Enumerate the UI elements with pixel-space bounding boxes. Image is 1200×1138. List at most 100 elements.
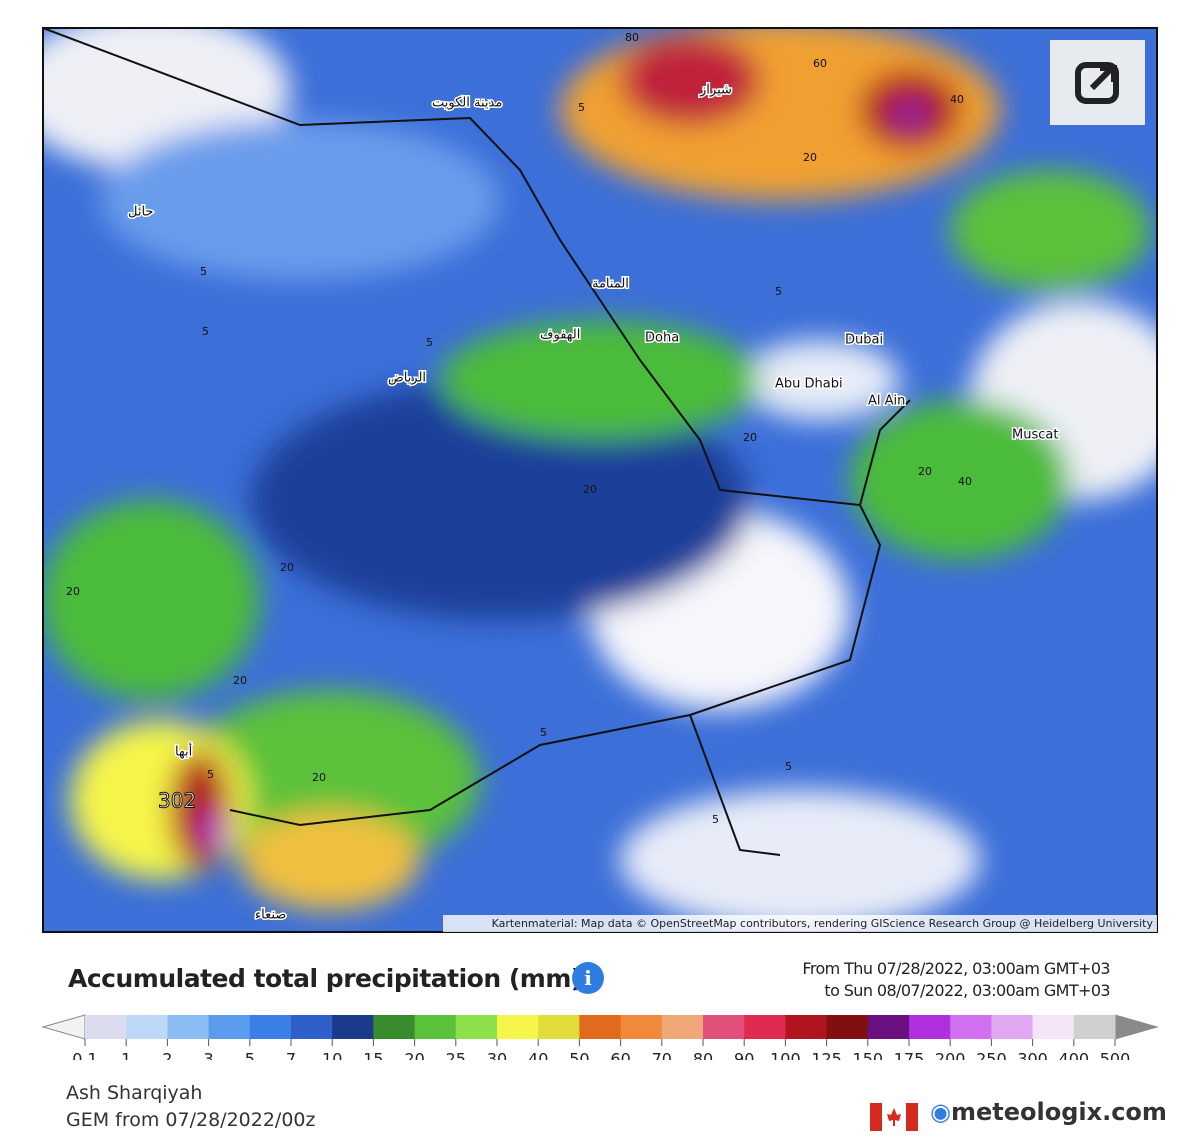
legend-swatch (85, 1015, 127, 1039)
attribution-bg (443, 915, 1157, 932)
brand-name: meteologix.com (950, 1098, 1167, 1126)
legend-tick-label: 40 (528, 1050, 548, 1061)
city-label: Dubai (845, 333, 883, 348)
share-icon (1075, 62, 1119, 104)
contour-label: 5 (200, 265, 207, 278)
city-label: Muscat (1012, 428, 1058, 443)
legend-swatch (991, 1015, 1034, 1039)
legend-arrow-high (1114, 1014, 1159, 1040)
legend-swatch (1032, 1015, 1075, 1039)
legend-tick-label: 80 (693, 1050, 713, 1061)
city-label: Abu Dhabi (775, 377, 843, 392)
max-value-label: 302 (158, 789, 196, 813)
legend-swatch (703, 1015, 745, 1039)
legend-swatch (455, 1015, 498, 1039)
legend-tick-label: 200 (935, 1050, 966, 1061)
legend-tick-label: 250 (976, 1050, 1007, 1061)
legend-swatch (579, 1015, 622, 1039)
model-run: GEM from 07/28/2022/00z (66, 1109, 316, 1131)
attribution: Kartenmaterial: Map data © OpenStreetMap… (492, 917, 1154, 930)
legend-tick-label: 15 (363, 1050, 383, 1061)
contour-label: 60 (813, 57, 827, 70)
date-range: From Thu 07/28/2022, 03:00am GMT+03 to S… (802, 958, 1110, 1002)
city-label: Doha (645, 331, 679, 346)
legend: 0.1 1 2 3 5 7 10 15 20 25 30 40 50 60 70 80 90 100 125 150 1… (41, 1014, 1159, 1061)
legend-tick-label: 0.1 (72, 1050, 97, 1061)
legend-arrow-low (41, 1014, 86, 1040)
legend-swatch (909, 1015, 951, 1039)
city-label: أبها (175, 743, 192, 760)
legend-swatch (167, 1015, 210, 1039)
legend-swatch (249, 1015, 292, 1039)
legend-swatch (620, 1015, 663, 1039)
contour-label: 5 (426, 336, 433, 349)
legend-swatch (332, 1015, 374, 1039)
legend-swatch (497, 1015, 539, 1039)
map: 80 مدينة الكويت شيراز حائل المنامة الهفو… (41, 27, 1159, 1061)
legend-tick-label: 400 (1059, 1050, 1090, 1061)
contour-label: 20 (312, 771, 326, 784)
contour-label: 20 (233, 674, 247, 687)
flag (870, 1103, 918, 1131)
legend-tick-label: 20 (404, 1050, 424, 1061)
city-label: المنامة (592, 277, 629, 292)
legend-tick-label: 70 (652, 1050, 672, 1061)
contour-label: 20 (583, 483, 597, 496)
contour-label: 5 (202, 325, 209, 338)
contour-labels: 5 5 5 5 20 20 20 20 20 40 60 5 5 20 40 5… (66, 57, 972, 826)
contour-label: 20 (66, 585, 80, 598)
city-label: Al Ain (868, 394, 905, 409)
legend-tick-label: 7 (286, 1050, 296, 1061)
city-label: الرياض (388, 371, 426, 386)
legend-swatch (950, 1015, 992, 1039)
contour-label: 20 (743, 431, 757, 444)
location: Ash Sharqiyah (66, 1082, 203, 1104)
legend-swatch (291, 1015, 333, 1039)
legend-swatch (208, 1015, 251, 1039)
contour-label: 20 (918, 465, 932, 478)
footer: Ash Sharqiyah GEM from 07/28/2022/00z (66, 1080, 315, 1134)
contour-label: 40 (958, 475, 972, 488)
city-label: مدينة الكويت (432, 96, 502, 111)
legend-tick-label: 3 (204, 1050, 214, 1061)
legend-swatch (414, 1015, 457, 1039)
city-label: الهفوف (540, 328, 580, 343)
contour-label: 5 (775, 285, 782, 298)
legend-tick-label: 500 (1100, 1050, 1131, 1061)
contour-label: 40 (950, 93, 964, 106)
city-labels: مدينة الكويت شيراز حائل المنامة الهفوف D… (127, 81, 1060, 924)
legend-swatch (373, 1015, 416, 1039)
share-button[interactable] (1050, 40, 1145, 125)
contour-label: 5 (207, 768, 214, 781)
info-button[interactable]: i (572, 962, 604, 994)
legend-tick-label: 50 (569, 1050, 589, 1061)
legend-tick-label: 10 (322, 1050, 342, 1061)
contour-label: 5 (578, 101, 585, 114)
legend-tick-label: 175 (894, 1050, 925, 1061)
legend-swatch (744, 1015, 786, 1039)
legend-swatch (867, 1015, 910, 1039)
legend-swatch (126, 1015, 168, 1039)
contour-label: 5 (785, 760, 792, 773)
borders (43, 28, 911, 856)
date-to: to Sun 08/07/2022, 03:00am GMT+03 (824, 981, 1110, 1000)
contour-label: 5 (712, 813, 719, 826)
legend-tick-label: 100 (770, 1050, 801, 1061)
contour-label: 5 (540, 726, 547, 739)
legend-tick-label: 60 (610, 1050, 630, 1061)
legend-tick-label: 150 (853, 1050, 884, 1061)
contour-label: 20 (280, 561, 294, 574)
city-label: صنعاء (255, 908, 286, 923)
contour-label: 80 (625, 31, 639, 44)
legend-tick-label: 5 (245, 1050, 255, 1061)
legend-tick-label: 90 (734, 1050, 754, 1061)
legend-swatch (1073, 1015, 1116, 1039)
city-label: حائل (128, 205, 153, 220)
city-label: شيراز (699, 83, 732, 98)
precip-field: 80 (43, 28, 1157, 932)
legend-tick-label: 2 (162, 1050, 172, 1061)
legend-swatch (661, 1015, 704, 1039)
legend-swatch (785, 1015, 828, 1039)
legend-swatch (538, 1015, 580, 1039)
